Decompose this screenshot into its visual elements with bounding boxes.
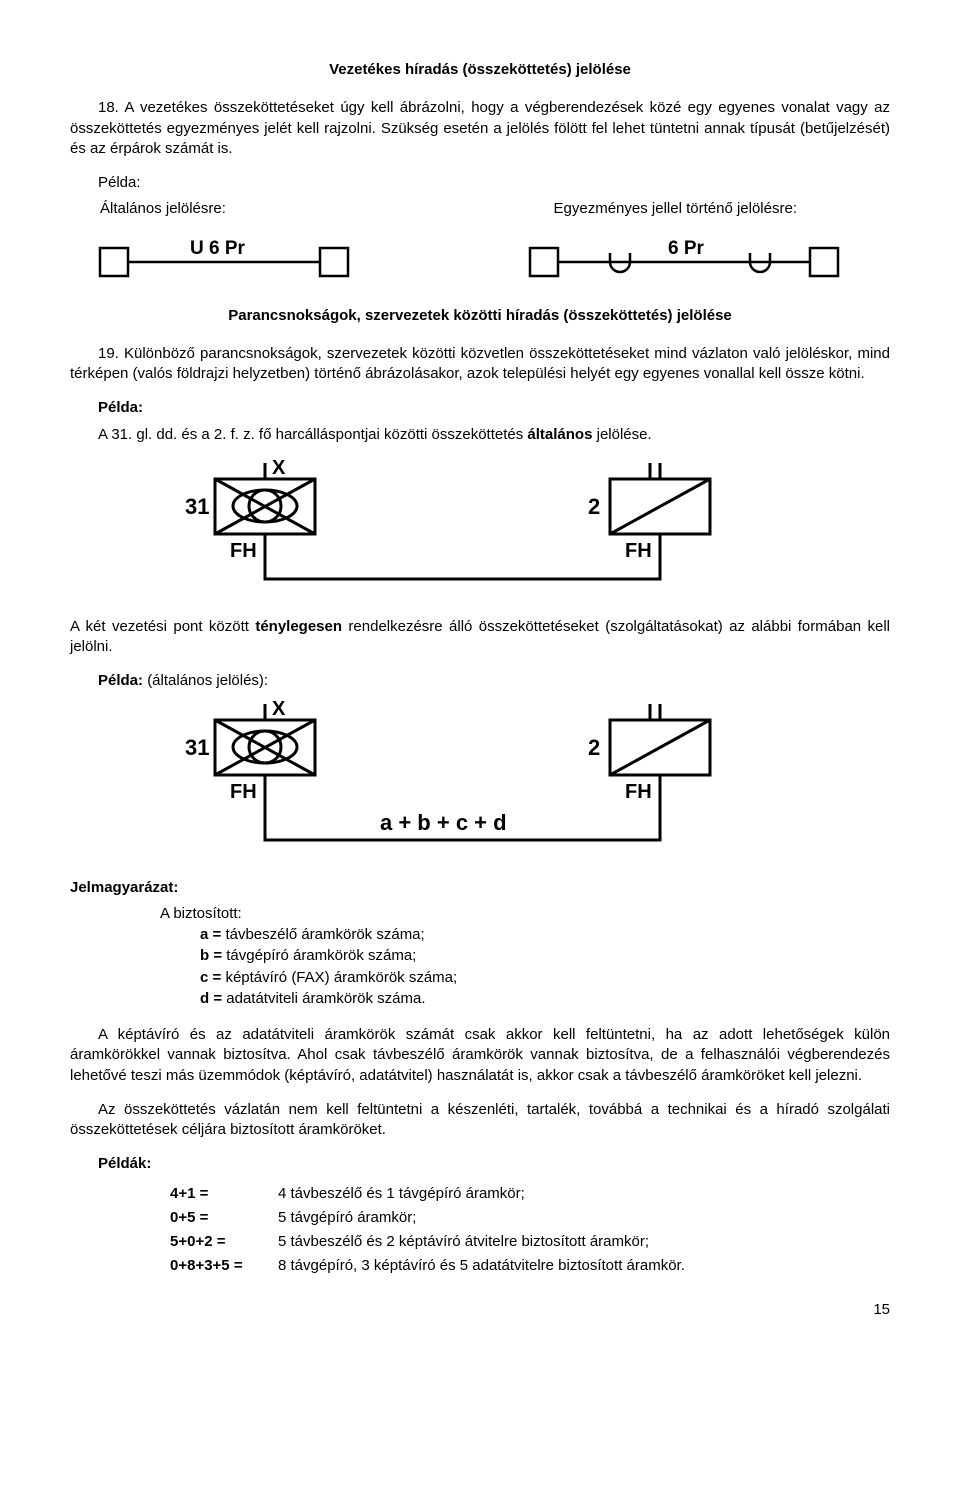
example-label-2: Példa: — [70, 398, 890, 418]
table-row: 4+1 =4 távbeszélő és 1 távgépíró áramkör… — [162, 1183, 693, 1205]
svg-text:U 6 Pr: U 6 Pr — [190, 238, 246, 259]
legend-title: Jelmagyarázat: — [70, 878, 890, 898]
page-number: 15 — [70, 1300, 890, 1320]
diagram-3: X 31 FH 2 FH a + b + c + d — [70, 700, 890, 860]
svg-text:31: 31 — [185, 494, 209, 519]
example-label-1: Példa: — [70, 173, 890, 193]
examples-table: 4+1 =4 távbeszélő és 1 távgépíró áramkör… — [160, 1181, 695, 1280]
svg-text:FH: FH — [625, 781, 652, 803]
table-row: 0+8+3+5 =8 távgépíró, 3 képtávíró és 5 a… — [162, 1255, 693, 1277]
diagram-1: U 6 Pr 6 Pr — [70, 228, 890, 288]
diagram-2: X 31 FH 2 FH — [70, 459, 890, 599]
legend-block: A biztosított: a = távbeszélő áramkörök … — [160, 904, 890, 1009]
svg-text:31: 31 — [185, 735, 209, 760]
col-right-label: Egyezményes jellel történő jelölésre: — [554, 199, 797, 219]
para-19: 19. Különböző parancsnokságok, szervezet… — [70, 344, 890, 385]
svg-text:X: X — [272, 459, 286, 479]
para-18: 18. A vezetékes összeköttetéseket úgy ke… — [70, 98, 890, 159]
para-two: A két vezetési pont között ténylegesen r… — [70, 617, 890, 658]
title-2: Parancsnokságok, szervezetek közötti hír… — [70, 306, 890, 326]
svg-text:FH: FH — [230, 781, 257, 803]
svg-text:6 Pr: 6 Pr — [668, 238, 705, 259]
para-19b: A 31. gl. dd. és a 2. f. z. fő harcállás… — [98, 425, 890, 445]
examples-label: Példák: — [70, 1154, 890, 1174]
svg-text:a + b + c + d: a + b + c + d — [380, 810, 507, 835]
svg-text:FH: FH — [625, 540, 652, 562]
table-row: 5+0+2 =5 távbeszélő és 2 képtávíró átvit… — [162, 1231, 693, 1253]
svg-text:FH: FH — [230, 540, 257, 562]
title-1: Vezetékes híradás (összeköttetés) jelölé… — [70, 60, 890, 80]
col-left-label: Általános jelölésre: — [100, 199, 226, 219]
svg-text:2: 2 — [588, 494, 600, 519]
table-row: 0+5 =5 távgépíró áramkör; — [162, 1207, 693, 1229]
para-last-1: A képtávíró és az adatátviteli áramkörök… — [70, 1025, 890, 1086]
para-last-2: Az összeköttetés vázlatán nem kell feltü… — [70, 1100, 890, 1141]
svg-text:X: X — [272, 700, 286, 720]
example-label-3: Példa: (általános jelölés): — [70, 671, 890, 691]
svg-text:2: 2 — [588, 735, 600, 760]
